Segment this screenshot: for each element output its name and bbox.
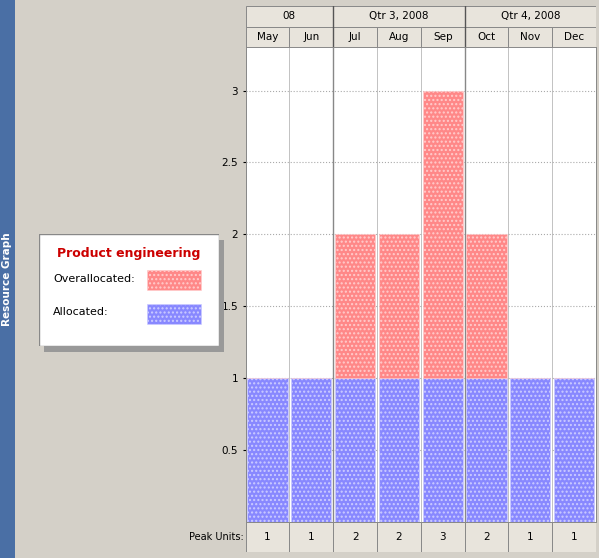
Bar bbox=[554, 378, 594, 522]
Bar bbox=[509, 522, 552, 552]
Bar bbox=[465, 26, 509, 47]
Text: 1: 1 bbox=[571, 532, 577, 542]
Bar bbox=[552, 26, 596, 47]
Bar bbox=[377, 26, 420, 47]
Bar bbox=[465, 6, 596, 26]
Bar bbox=[333, 6, 465, 26]
Bar bbox=[246, 522, 289, 552]
Bar bbox=[552, 522, 596, 552]
Bar bbox=[289, 26, 333, 47]
Text: Allocated:: Allocated: bbox=[53, 307, 109, 318]
Bar bbox=[246, 6, 333, 26]
Text: 2: 2 bbox=[352, 532, 358, 542]
Bar bbox=[420, 26, 465, 47]
Bar bbox=[467, 234, 507, 378]
Bar bbox=[289, 522, 333, 552]
Text: Qtr 3, 2008: Qtr 3, 2008 bbox=[369, 11, 429, 21]
Text: 1: 1 bbox=[527, 532, 534, 542]
Bar bbox=[333, 26, 377, 47]
Text: Dec: Dec bbox=[564, 32, 584, 42]
Text: Aug: Aug bbox=[389, 32, 409, 42]
Bar bbox=[465, 522, 509, 552]
Text: Qtr 4, 2008: Qtr 4, 2008 bbox=[501, 11, 560, 21]
Bar bbox=[335, 234, 375, 378]
Text: Peak Units:: Peak Units: bbox=[189, 532, 243, 542]
Text: Jun: Jun bbox=[303, 32, 319, 42]
Text: 08: 08 bbox=[283, 11, 296, 21]
Text: Oct: Oct bbox=[477, 32, 495, 42]
Text: 1: 1 bbox=[264, 532, 271, 542]
Bar bbox=[422, 90, 463, 378]
Text: Jul: Jul bbox=[349, 32, 361, 42]
Bar bbox=[467, 378, 507, 522]
Bar bbox=[509, 26, 552, 47]
Text: 2: 2 bbox=[483, 532, 490, 542]
Bar bbox=[247, 378, 288, 522]
Bar bbox=[379, 234, 419, 378]
Bar bbox=[333, 522, 377, 552]
Text: 2: 2 bbox=[395, 532, 402, 542]
Bar bbox=[246, 26, 289, 47]
Bar bbox=[147, 304, 201, 324]
Bar bbox=[510, 378, 550, 522]
Bar bbox=[379, 378, 419, 522]
Text: Nov: Nov bbox=[520, 32, 540, 42]
Bar bbox=[147, 270, 201, 290]
Bar bbox=[291, 378, 331, 522]
Text: Resource Graph: Resource Graph bbox=[2, 232, 13, 326]
Text: 1: 1 bbox=[308, 532, 314, 542]
Text: 3: 3 bbox=[440, 532, 446, 542]
Bar bbox=[422, 378, 463, 522]
Text: May: May bbox=[257, 32, 278, 42]
Text: Overallocated:: Overallocated: bbox=[53, 274, 135, 284]
Bar bbox=[420, 522, 465, 552]
Text: Product engineering: Product engineering bbox=[57, 247, 201, 260]
Bar bbox=[335, 378, 375, 522]
Text: Sep: Sep bbox=[433, 32, 452, 42]
Bar bbox=[377, 522, 420, 552]
